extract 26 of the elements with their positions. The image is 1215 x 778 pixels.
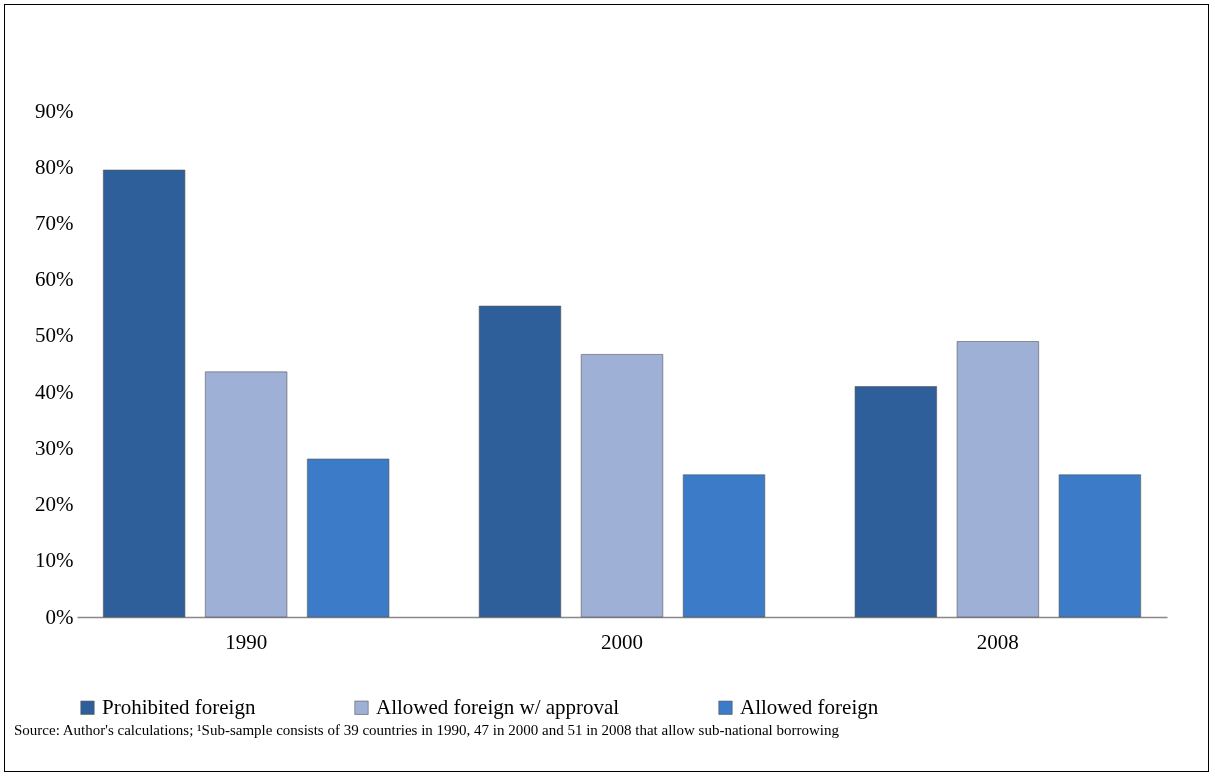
- legend-label: Allowed foreign w/ approval: [376, 694, 620, 719]
- bar: [103, 169, 186, 618]
- bar: [580, 354, 664, 618]
- y-tick-label: 40%: [35, 379, 74, 404]
- bar: [1058, 474, 1141, 618]
- y-tick-label: 80%: [35, 154, 74, 179]
- bar: [478, 305, 562, 618]
- y-tick-label: 90%: [35, 98, 74, 123]
- bar: [205, 371, 288, 618]
- y-tick-label: 60%: [35, 267, 74, 292]
- bar: [956, 341, 1039, 618]
- y-tick-label: 20%: [35, 492, 74, 517]
- x-tick-label: 2008: [976, 629, 1019, 654]
- x-tick-label: 1990: [225, 629, 268, 654]
- y-tick-label: 0%: [45, 604, 74, 629]
- y-tick-label: 10%: [35, 548, 74, 573]
- y-tick-label: 50%: [35, 323, 74, 348]
- legend-label: Allowed foreign: [740, 694, 879, 719]
- legend-label: Prohibited foreign: [102, 694, 256, 719]
- source-note: Source: Author's calculations; ¹Sub-sample consists of 39 countries in 1990, 47 in 2000 and 51 in 2008 that allow sub-national borrowing: [14, 721, 840, 740]
- bar: [854, 386, 937, 618]
- x-tick-label: 2000: [601, 629, 643, 654]
- bar: [682, 474, 766, 618]
- bar: [307, 458, 390, 618]
- y-tick-label: 30%: [35, 435, 74, 460]
- y-tick-label: 70%: [35, 210, 74, 235]
